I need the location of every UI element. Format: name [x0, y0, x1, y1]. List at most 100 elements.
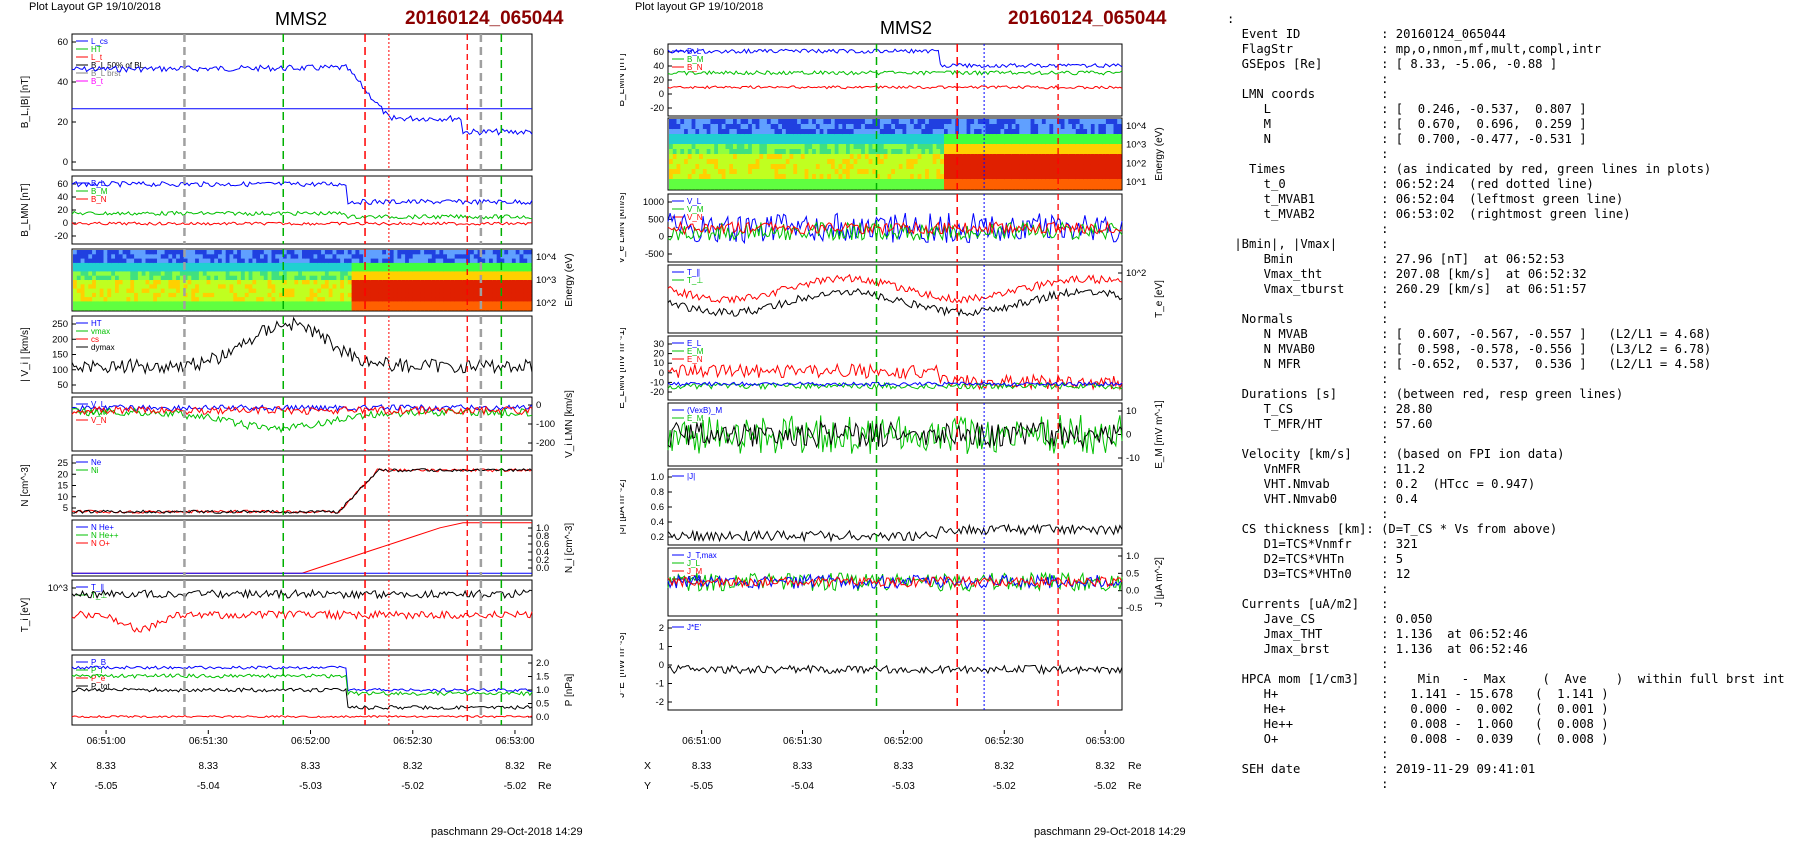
- info-line: |Bmin|, |Vmax| :: [1227, 237, 1389, 251]
- legend-entry: Ni: [91, 466, 99, 475]
- legend-entry: B_M: [687, 55, 704, 64]
- coord-value: 8.32: [403, 761, 423, 772]
- panel-frame: [71, 315, 533, 394]
- y-axis-label: V_e LMN [km/s]: [620, 192, 627, 263]
- info-line: He++ : 0.008 - 1.060 ( 0.008 ): [1227, 717, 1609, 731]
- panel-frame: [667, 468, 1123, 546]
- y-tick-label: 40: [653, 61, 664, 72]
- legend-entry: (VexB)_M: [687, 406, 722, 415]
- info-line: :: [1227, 222, 1389, 236]
- legend-entry: J*E': [687, 623, 701, 632]
- data-trace: [71, 609, 533, 633]
- coord-value: 8.32: [1095, 761, 1115, 772]
- y-tick-label: 1.0: [536, 685, 549, 696]
- y-tick-label: 10^4: [1126, 121, 1146, 132]
- coord-value: -5.03: [299, 781, 322, 792]
- legend-entry: HT: [91, 45, 102, 54]
- y-tick-label: 10^4: [536, 252, 556, 263]
- data-trace: [667, 381, 1123, 387]
- y-tick-label: 1.5: [536, 672, 549, 683]
- legend-entry: T_∥: [687, 268, 700, 277]
- info-line: Vmax_tht : 207.08 [km/s] at 06:52:32: [1227, 267, 1587, 281]
- coord-value: -5.04: [197, 781, 220, 792]
- spectrogram: [669, 119, 1122, 190]
- y-tick-label: 500: [648, 214, 664, 225]
- legend-entry: P_tot: [91, 682, 110, 691]
- coord-value: 8.33: [692, 761, 712, 772]
- y-tick-label: 0: [63, 218, 68, 229]
- y-axis-label: Energy (eV): [564, 253, 575, 306]
- y-tick-label: 0.4: [536, 547, 549, 558]
- coord-row-label: X: [644, 760, 651, 772]
- data-trace: [667, 220, 1123, 236]
- y-tick-label: 150: [52, 350, 68, 361]
- y-tick-label: 10^2: [1126, 268, 1146, 279]
- y-tick-label: 0.8: [651, 487, 664, 498]
- panel-frame: [667, 117, 1123, 191]
- info-line: :: [1227, 657, 1389, 671]
- info-line: D1=TCS*Vnmfr : 321: [1227, 537, 1418, 551]
- info-line: Normals :: [1227, 312, 1389, 326]
- legend-entry: B_M: [91, 187, 108, 196]
- y-tick-label: 20: [653, 349, 664, 360]
- y-tick-label: 0.4: [651, 517, 664, 528]
- info-line: t_MVAB1 : 06:52:04 (leftmost green line): [1227, 192, 1624, 206]
- y-tick-label: 20: [653, 75, 664, 86]
- legend-entry: cs: [91, 335, 99, 344]
- data-trace: [667, 48, 1123, 69]
- info-line: Jmax_THT : 1.136 at 06:52:46: [1227, 627, 1528, 641]
- info-line: He+ : 0.000 - 0.002 ( 0.001 ): [1227, 702, 1609, 716]
- info-line: :: [1227, 747, 1389, 761]
- legend-entry: E_M: [687, 347, 704, 356]
- coord-value: 8.32: [995, 761, 1015, 772]
- x-tick-label: 06:52:00: [291, 736, 330, 747]
- y-tick-label: 10^2: [536, 298, 556, 309]
- y-tick-label: 0.6: [536, 539, 549, 550]
- y-tick-label: 50: [57, 380, 68, 391]
- legend-entry: V_M: [91, 408, 108, 417]
- legend-entry: vmax: [91, 327, 110, 336]
- info-line: :: [1227, 777, 1389, 791]
- legend-entry: P_B: [91, 658, 106, 667]
- y-tick-label: 10^1: [1126, 177, 1146, 188]
- data-trace: [667, 664, 1123, 676]
- y-tick-label: 1.0: [536, 523, 549, 534]
- left-plot-header: Plot Layout GP 19/10/2018: [29, 1, 161, 13]
- panel-frame: [71, 454, 533, 517]
- y-tick-label: 30: [653, 339, 664, 350]
- y-tick-label: 0: [63, 157, 68, 168]
- y-tick-label: -10: [1126, 453, 1140, 464]
- x-tick-label: 06:53:00: [495, 736, 534, 747]
- coord-value: -5.02: [993, 781, 1016, 792]
- legend-entry: P_e: [91, 674, 106, 683]
- info-line: SEH date : 2019-11-29 09:41:01: [1227, 762, 1536, 776]
- event-info-text: : Event ID : 20160124_065044 FlagStr : m…: [1227, 12, 1797, 802]
- info-line: D3=TCS*VHTn0 : 12: [1227, 567, 1411, 581]
- legend-entry: V_L: [91, 400, 106, 409]
- x-tick-label: 06:51:30: [189, 736, 228, 747]
- y-axis-label: N [cm^-3]: [20, 464, 31, 507]
- y-tick-label: -20: [650, 387, 664, 398]
- info-line: Durations [s] : (between red, resp green…: [1227, 387, 1624, 401]
- y-tick-label: 20: [57, 205, 68, 216]
- coord-unit: Re: [1128, 760, 1142, 772]
- x-tick-label: 06:52:00: [884, 736, 923, 747]
- info-line: VnMFR : 11.2: [1227, 462, 1426, 476]
- y-tick-label: 20: [57, 469, 68, 480]
- data-trace: [71, 714, 533, 719]
- y-tick-label: 0.2: [651, 532, 664, 543]
- y-tick-label: 2: [659, 623, 664, 634]
- middle-plot-footer: paschmann 29-Oct-2018 14:29: [1034, 826, 1186, 838]
- coord-row-label: Y: [50, 780, 57, 792]
- left-plot-footer: paschmann 29-Oct-2018 14:29: [431, 826, 583, 838]
- legend-entry: E_L: [687, 339, 702, 348]
- coord-value: 8.32: [505, 761, 525, 772]
- legend-entry: B_t: [91, 77, 104, 86]
- y-tick-label: 10^2: [1126, 158, 1146, 169]
- info-line: :: [1227, 432, 1389, 446]
- y-tick-label: 0.0: [536, 712, 549, 723]
- data-trace: [71, 405, 533, 417]
- data-trace: [71, 404, 533, 412]
- y-tick-label: 10^3: [48, 583, 68, 594]
- legend-entry: Ne: [91, 458, 102, 467]
